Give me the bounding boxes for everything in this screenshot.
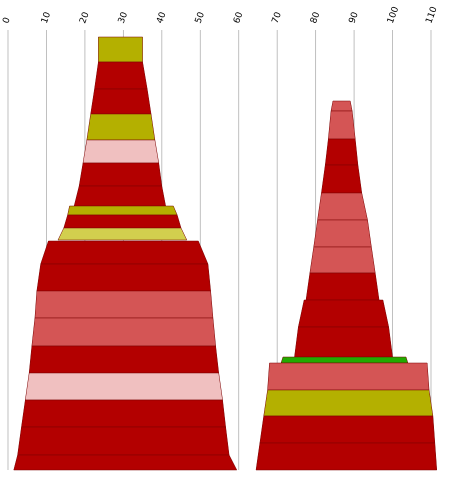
band-segment	[330, 100, 353, 112]
band-segment	[94, 61, 148, 90]
band-segment	[21, 399, 226, 428]
band-segment	[305, 272, 380, 301]
band-segment	[98, 36, 143, 63]
x-tick-label: 90	[348, 11, 361, 25]
x-tick-label: 10	[40, 11, 53, 25]
band-segment	[40, 240, 209, 265]
band-segment	[63, 214, 182, 229]
band-segment	[73, 185, 166, 207]
x-tick-label: 0	[1, 16, 12, 25]
band-segment	[328, 110, 356, 140]
stack-1	[13, 36, 238, 471]
band-segment	[255, 442, 438, 471]
band-segment	[280, 356, 409, 364]
x-tick-label: 70	[271, 11, 284, 25]
x-tick-label: 40	[155, 11, 168, 25]
band-segment	[34, 290, 214, 319]
x-tick-label: 100	[386, 5, 401, 25]
band-segment	[309, 246, 376, 274]
band-segment	[263, 389, 434, 417]
band-segment	[67, 205, 178, 216]
band-segment	[82, 139, 160, 164]
band-segment	[31, 317, 216, 347]
band-segment	[324, 138, 359, 166]
x-tick-label: 30	[117, 11, 130, 25]
x-axis-ticks: 0 10 20 30 40 50 60 70 80 90 100 110	[1, 5, 439, 25]
band-segment	[259, 415, 436, 444]
band-segment	[28, 345, 220, 374]
x-tick-label: 110	[424, 5, 439, 25]
band-segment	[25, 372, 223, 401]
band-segment	[17, 426, 230, 456]
stack-2	[255, 100, 438, 471]
x-tick-label: 50	[194, 11, 207, 25]
x-tick-label: 80	[309, 11, 322, 25]
band-segment	[267, 362, 430, 391]
band-segment	[13, 454, 238, 471]
band-segment	[298, 299, 390, 328]
x-tick-label: 20	[78, 11, 91, 25]
x-tick-label: 60	[232, 11, 245, 25]
band-segment	[321, 164, 363, 194]
band-segment	[90, 88, 152, 115]
band-segment	[294, 326, 393, 358]
band-segment	[57, 227, 188, 241]
band-segment	[317, 192, 368, 221]
band-segment	[36, 263, 211, 292]
band-segment	[78, 162, 163, 187]
band-segment	[313, 219, 372, 248]
band-segment	[86, 113, 156, 141]
